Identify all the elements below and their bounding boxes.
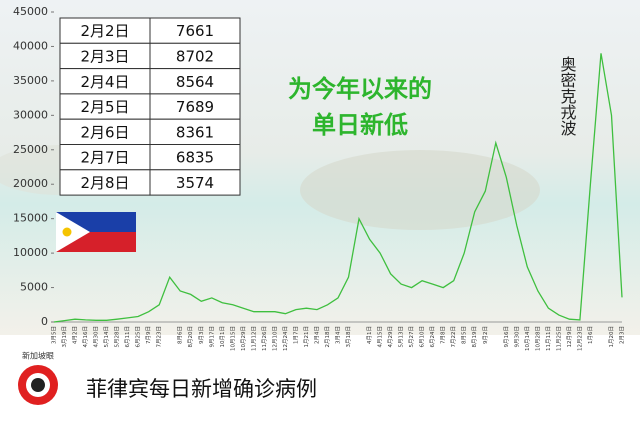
y-tick-label: 10000 bbox=[13, 246, 48, 259]
x-tick-label: 2月3日 bbox=[619, 326, 626, 344]
table-cell bbox=[149, 169, 241, 196]
flag bbox=[56, 212, 136, 252]
table-date: 2月8日 bbox=[80, 174, 129, 192]
y-tick-label: 5000 bbox=[20, 281, 48, 294]
x-tick-label: 10月28日 bbox=[534, 326, 541, 351]
y-tick-label: 15000 bbox=[13, 212, 48, 225]
x-tick-label: 10月1日 bbox=[219, 326, 226, 348]
x-tick-label: 6月10日 bbox=[419, 326, 426, 348]
x-tick-label: 5月13日 bbox=[398, 326, 405, 348]
x-tick-label: 9月17日 bbox=[208, 326, 215, 348]
table-date: 2月3日 bbox=[80, 47, 129, 65]
table-date: 2月5日 bbox=[80, 98, 129, 116]
x-tick-label: 1月7日 bbox=[292, 326, 299, 344]
table-value: 7661 bbox=[176, 22, 214, 40]
x-tick-label: 11月25日 bbox=[555, 326, 562, 351]
x-tick-label: 5月28日 bbox=[114, 326, 121, 348]
y-tick-label: 40000 bbox=[13, 39, 48, 52]
annotation: 奥密克戎波 bbox=[558, 56, 577, 136]
table-cell bbox=[149, 42, 241, 70]
table-cell bbox=[149, 118, 241, 145]
x-tick-label: 8月19日 bbox=[471, 326, 478, 348]
x-tick-label: 3月19日 bbox=[61, 326, 68, 348]
x-tick-label: 12月24日 bbox=[282, 326, 289, 351]
x-tick-label: 9月16日 bbox=[503, 326, 510, 348]
table-cell bbox=[149, 93, 241, 120]
table-value: 8361 bbox=[176, 123, 214, 141]
x-tick-label: 6月11日 bbox=[124, 326, 131, 348]
rock bbox=[300, 150, 540, 230]
x-tick-label: 3月5日 bbox=[51, 326, 58, 344]
x-tick-label: 8月5日 bbox=[461, 326, 468, 344]
table: 2月2日 7661 2月3日 8702 2月4日 8564 2月5日 7689 2月6日 8361… bbox=[59, 17, 241, 196]
x-tick-label: 11月11日 bbox=[545, 326, 552, 351]
x-tick-label: 12月10日 bbox=[271, 326, 278, 351]
x-tick-label: 10月15日 bbox=[229, 326, 236, 351]
x-tick-label: 7月8日 bbox=[440, 326, 447, 344]
line bbox=[53, 53, 623, 323]
table-value: 3574 bbox=[176, 174, 214, 192]
footer bbox=[0, 335, 640, 435]
annotation: 为今年以来的 bbox=[288, 75, 432, 103]
table-value: 6835 bbox=[176, 149, 214, 167]
logo: 新加坡眼 bbox=[18, 351, 58, 405]
x-tick-label: 9月30日 bbox=[513, 326, 520, 348]
y-tick-label: 20000 bbox=[13, 177, 48, 190]
table-cell bbox=[59, 144, 151, 171]
y-tick-label: 30000 bbox=[13, 108, 48, 121]
x-tick-label: 1月6日 bbox=[587, 326, 594, 344]
y-tick-label: 45000 bbox=[13, 5, 48, 18]
table-cell bbox=[59, 42, 151, 70]
x-tick-label: 10月29日 bbox=[240, 326, 247, 351]
x-tick-label: 4月30日 bbox=[93, 326, 100, 348]
x-tick-label: 2月4日 bbox=[313, 326, 320, 344]
x-tick-label: 11月26日 bbox=[261, 326, 268, 351]
table-cell bbox=[149, 144, 241, 171]
x-tick-label: 8月6日 bbox=[177, 326, 184, 344]
x-tick-label: 6月24日 bbox=[429, 326, 436, 348]
y-tick-label: 0 bbox=[41, 315, 48, 328]
x-tick-label: 5月14日 bbox=[103, 326, 110, 348]
x-tick-label: 4月29日 bbox=[387, 326, 394, 348]
x-tick-label: 7月22日 bbox=[450, 326, 457, 348]
x-tick-label: 12月23日 bbox=[576, 326, 583, 351]
y-tick-label: 35000 bbox=[13, 74, 48, 87]
table-value: 7689 bbox=[176, 98, 214, 116]
table-cell bbox=[59, 68, 151, 95]
x-tick-label: 3月18日 bbox=[345, 326, 352, 348]
x-tick-label: 4月2日 bbox=[72, 326, 79, 344]
x-tick-label: 3月4日 bbox=[335, 326, 342, 344]
x-tick-label: 7月23日 bbox=[156, 326, 163, 348]
x-tick-label: 4月16日 bbox=[82, 326, 89, 348]
x-tick-label: 1月20日 bbox=[608, 326, 615, 348]
x-tick-label: 4月15日 bbox=[377, 326, 384, 348]
x-tick-label: 4月1日 bbox=[366, 326, 373, 344]
table-value: 8702 bbox=[176, 47, 214, 65]
table-date: 2月4日 bbox=[80, 73, 129, 91]
x-tick-label: 12月9日 bbox=[566, 326, 573, 348]
x-tick-label: 1月21日 bbox=[303, 326, 310, 348]
table-date: 2月7日 bbox=[80, 149, 129, 167]
x-tick-label: 9月2日 bbox=[482, 326, 489, 344]
x-tick-label: 11月12日 bbox=[250, 326, 257, 351]
y-tick-label: 25000 bbox=[13, 143, 48, 156]
x-tick-label: 9月3日 bbox=[198, 326, 205, 344]
table-cell bbox=[149, 68, 241, 95]
logo-text: 新加坡眼 bbox=[22, 351, 54, 361]
x-tick-label: 6月25日 bbox=[135, 326, 142, 348]
table-value: 8564 bbox=[176, 73, 214, 91]
chart-title: 菲律宾每日新增确诊病例 bbox=[86, 377, 317, 401]
annotation: 单日新低 bbox=[312, 111, 408, 139]
table-cell bbox=[59, 17, 151, 44]
x-tick-label: 7月9日 bbox=[145, 326, 152, 344]
table-date: 2月2日 bbox=[80, 22, 129, 40]
x-tick-label: 2月18日 bbox=[324, 326, 331, 348]
table-cell bbox=[59, 169, 151, 196]
x-tick-label: 5月27日 bbox=[408, 326, 415, 348]
table-cell bbox=[149, 17, 241, 44]
table-date: 2月6日 bbox=[80, 123, 129, 141]
x-tick-label: 10月14日 bbox=[524, 326, 531, 351]
x-tick-label: 8月20日 bbox=[187, 326, 194, 348]
